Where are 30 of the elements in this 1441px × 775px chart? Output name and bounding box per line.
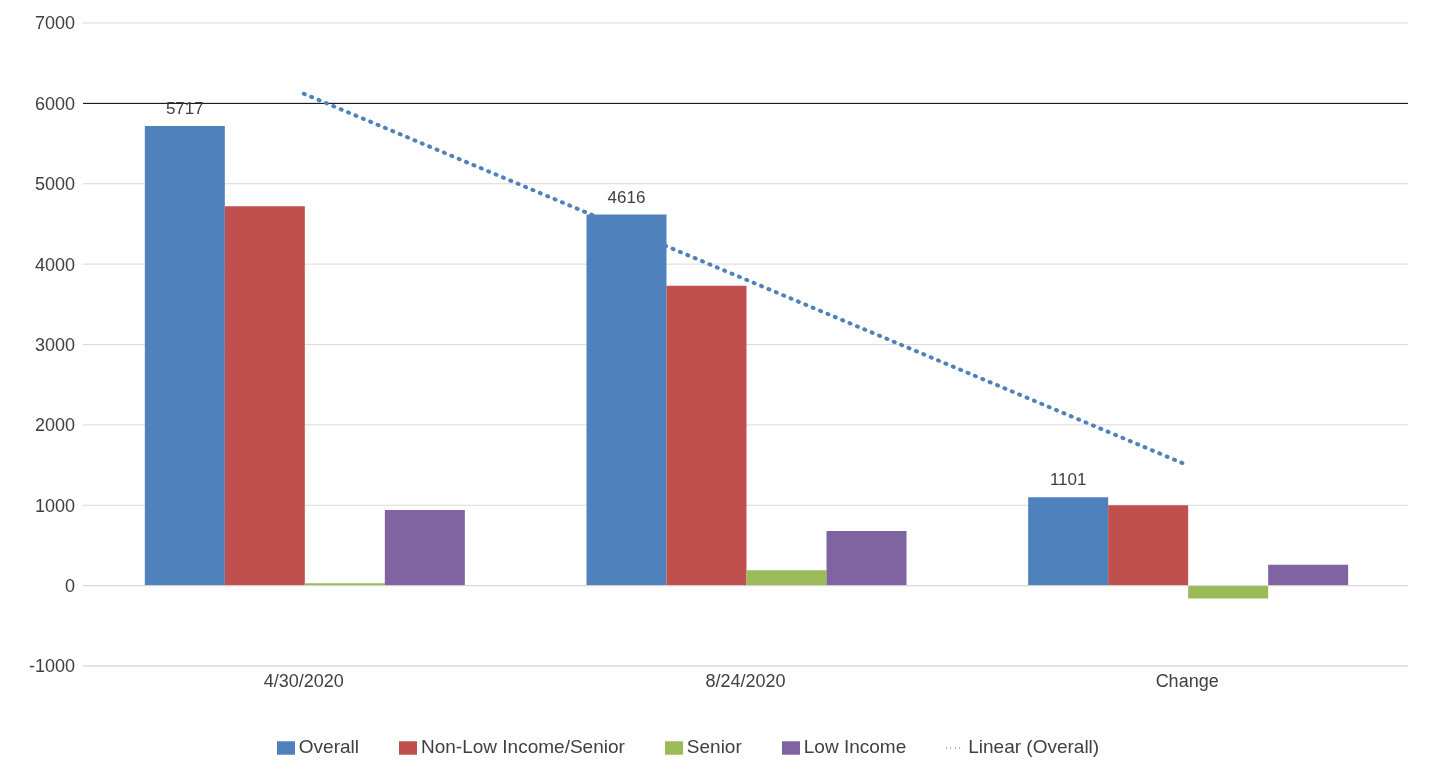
legend-label: Overall [298,736,360,757]
data-label: 5717 [165,99,204,119]
bar [224,206,305,586]
bar [1028,497,1109,586]
y-tick-label: 3000 [34,334,75,355]
y-tick-label: 4000 [34,254,75,275]
bar [144,126,225,586]
y-tick-label: 2000 [34,415,75,436]
x-tick-label: 4/30/2020 [263,670,344,691]
legend-label: Non-Low Income/Senior [421,736,625,757]
bar [826,530,907,586]
x-tick-label: Change [1155,670,1219,691]
bar [1108,505,1189,586]
bar [1188,585,1269,599]
y-tick-label: 6000 [34,93,75,114]
legend-label: Linear (Overall) [968,736,1100,757]
y-tick-label: 7000 [34,13,75,34]
bar [666,285,747,586]
data-label: 4616 [607,187,646,207]
data-label: 1101 [1049,470,1087,490]
bar [384,510,465,586]
y-tick-label: 5000 [34,174,75,195]
x-tick-label: 8/24/2020 [705,670,786,691]
y-tick-label: 0 [64,576,75,597]
bar [1268,564,1349,586]
legend-label: Senior [686,736,742,757]
y-tick-label: 1000 [34,495,75,516]
y-tick-label: -1000 [28,656,75,677]
bar [746,570,827,586]
legend-label: Low Income [803,736,907,757]
